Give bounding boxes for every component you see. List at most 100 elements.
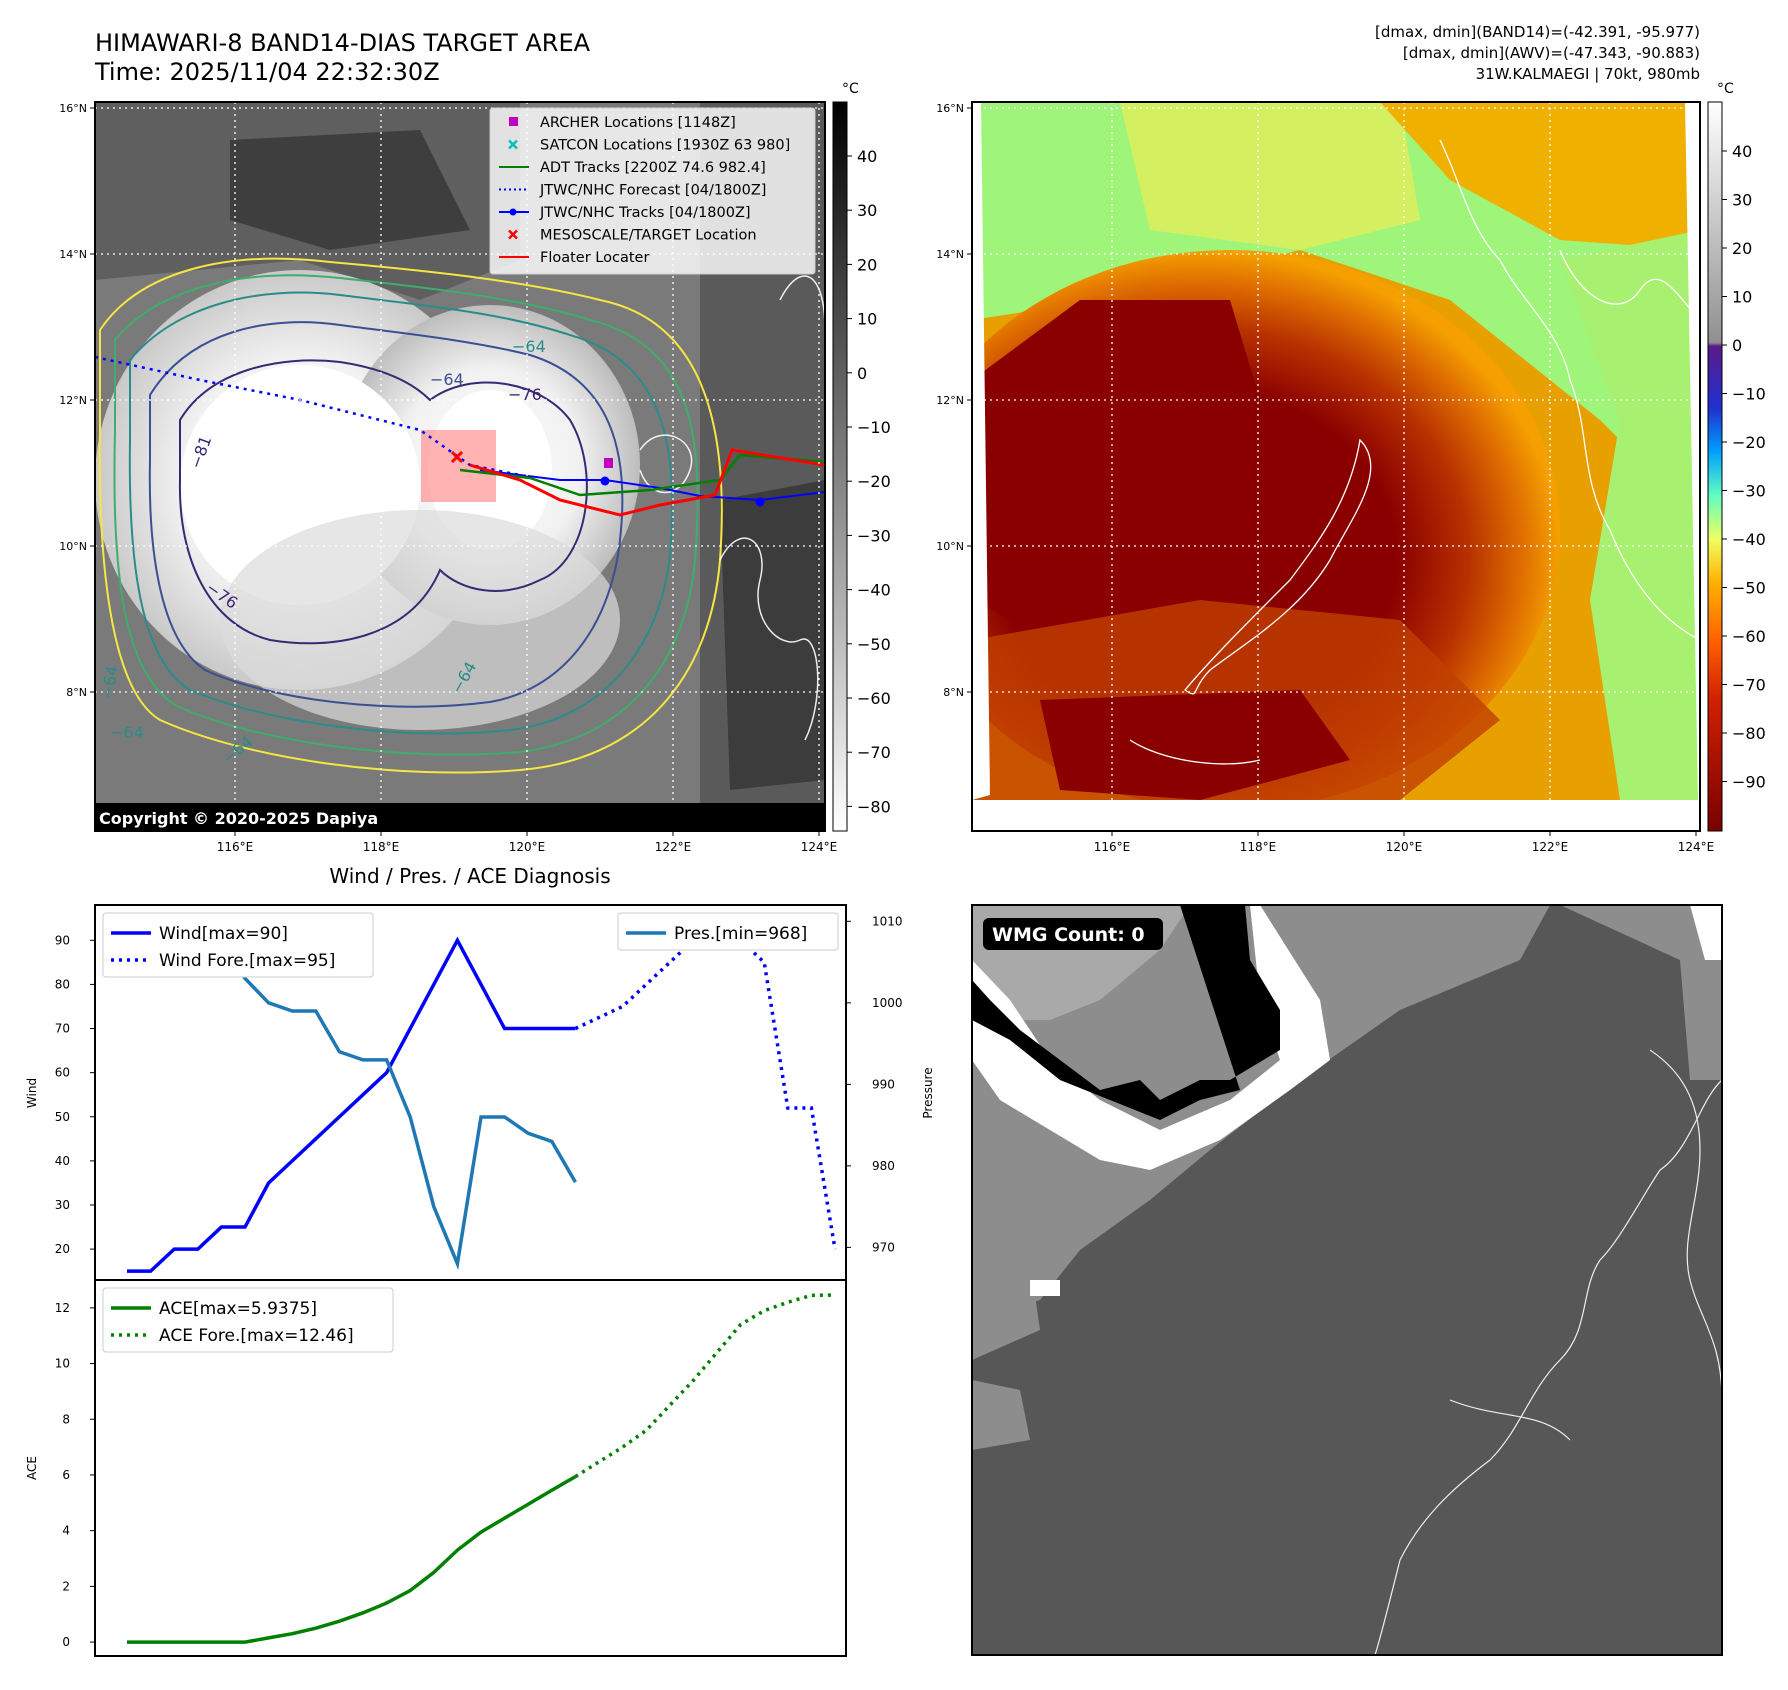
wmg-image <box>972 905 1722 1655</box>
lon-tick-label: 116°E <box>1094 840 1131 854</box>
contour-label: −64 <box>110 723 144 742</box>
lat-tick-label: 14°N <box>59 248 87 261</box>
legend-label: JTWC/NHC Tracks [04/1800Z] <box>539 205 751 221</box>
lat-tick-label: 8°N <box>66 686 87 699</box>
colorbar-tick-label: 20 <box>857 255 877 274</box>
lat-tick-label: 8°N <box>943 686 964 699</box>
awv-panel: °C 403020100−10−20−30−40−50−60−70−80−90 … <box>900 81 1766 854</box>
lon-tick-label: 122°E <box>655 840 692 854</box>
colorbar-tick-label: −20 <box>1732 433 1766 452</box>
lat-tick-label: 12°N <box>936 394 964 407</box>
colorbar-tick-label: −30 <box>1732 482 1766 501</box>
y-tick-label: 70 <box>55 1022 70 1036</box>
figure-title: HIMAWARI-8 BAND14-DIAS TARGET AREA <box>95 29 591 57</box>
colorbar-tick-label: −40 <box>857 581 891 600</box>
colorbar-tick-label: −60 <box>1732 627 1766 646</box>
legend-label: ADT Tracks [2200Z 74.6 982.4] <box>540 160 766 176</box>
lon-tick-label: 124°E <box>801 840 838 854</box>
lat-tick-label: 10°N <box>59 540 87 553</box>
legend-item: JTWC/NHC Forecast [04/1800Z] <box>499 183 766 199</box>
awv-colorbar-unit: °C <box>1717 81 1734 97</box>
legend-label: ACE Fore.[max=12.46] <box>159 1326 354 1346</box>
colorbar-tick-label: 20 <box>1732 239 1752 258</box>
lon-tick-label: 124°E <box>1678 840 1715 854</box>
colorbar-tick-label: 10 <box>1732 288 1752 307</box>
ace-axis-label: ACE <box>25 1456 39 1480</box>
stats-storm: 31W.KALMAEGI | 70kt, 980mb <box>1476 65 1700 83</box>
colorbar-tick-label: −10 <box>1732 385 1766 404</box>
y-right-tick-label: 990 <box>872 1077 895 1091</box>
legend-label: SATCON Locations [1930Z 63 980] <box>540 138 790 154</box>
lon-tick-label: 118°E <box>1240 840 1277 854</box>
colorbar-tick-label: 40 <box>857 147 877 166</box>
legend-label: ACE[max=5.9375] <box>159 1299 317 1319</box>
colorbar-tick-label: −70 <box>857 743 891 762</box>
wind-pressure-chart: 203040506070809097098099010001010Wind[ma… <box>25 905 935 1280</box>
legend-label: Floater Locater <box>540 250 649 266</box>
y-tick-label: 40 <box>55 1154 70 1168</box>
y-tick-label: 10 <box>55 1357 70 1371</box>
y-tick-label: 12 <box>55 1301 70 1315</box>
wmg-panel: WMG Count: 0 <box>972 905 1722 1655</box>
wmg-count-text: WMG Count: 0 <box>992 924 1145 946</box>
y-right-tick-label: 970 <box>872 1240 895 1254</box>
legend-item: MESOSCALE/TARGET Location <box>509 228 757 244</box>
ir-colorbar <box>833 102 847 831</box>
y-tick-label: 60 <box>55 1066 70 1080</box>
colorbar-tick-label: −80 <box>857 797 891 816</box>
y-tick-label: 2 <box>62 1579 70 1593</box>
lon-tick-label: 120°E <box>509 840 546 854</box>
colorbar-tick-label: −10 <box>857 418 891 437</box>
y-tick-label: 4 <box>62 1524 70 1538</box>
colorbar-tick-label: 0 <box>1732 336 1742 355</box>
colorbar-tick-label: −50 <box>1732 579 1766 598</box>
lat-tick-label: 10°N <box>936 540 964 553</box>
colorbar-tick-label: −30 <box>857 526 891 545</box>
awv-colorbar <box>1708 102 1722 831</box>
legend-label: Wind[max=90] <box>159 924 288 944</box>
legend-label: Pres.[min=968] <box>674 924 807 944</box>
y-tick-label: 20 <box>55 1242 70 1256</box>
mesoscale-target-box <box>421 430 496 502</box>
legend-label: ARCHER Locations [1148Z] <box>540 115 736 131</box>
lat-tick-label: 16°N <box>59 102 87 115</box>
colorbar-tick-label: −90 <box>1732 773 1766 792</box>
legend-label: MESOSCALE/TARGET Location <box>540 228 757 244</box>
lat-tick-label: 16°N <box>936 102 964 115</box>
lon-tick-label: 120°E <box>1386 840 1423 854</box>
legend-label: JTWC/NHC Forecast [04/1800Z] <box>539 183 766 199</box>
stats-awv: [dmax, dmin](AWV)=(-47.343, -90.883) <box>1403 44 1700 62</box>
y-tick-label: 8 <box>62 1412 70 1426</box>
lat-tick-label: 14°N <box>936 248 964 261</box>
colorbar-tick-label: 10 <box>857 310 877 329</box>
lon-tick-label: 122°E <box>1532 840 1569 854</box>
y-tick-label: 6 <box>62 1468 70 1482</box>
ir-panel: −64 −76 −76 −64 −81 −64 −64 −64 −64 ARCH… <box>59 81 891 854</box>
ace-chart: 0 2 4 6 8 10 12 ACE[max=5.9375] ACE Fore.[max=12… <box>25 1280 846 1656</box>
legend-item: SATCON Locations [1930Z 63 980] <box>509 138 790 154</box>
lat-tick-label: 12°N <box>59 394 87 407</box>
pressure-axis-label: Pressure <box>921 1067 935 1118</box>
colorbar-tick-label: −20 <box>857 472 891 491</box>
lon-tick-label: 118°E <box>363 840 400 854</box>
y-tick-label: 30 <box>55 1198 70 1212</box>
colorbar-tick-label: 30 <box>1732 191 1752 210</box>
colorbar-tick-label: 40 <box>1732 142 1752 161</box>
lon-tick-label: 116°E <box>217 840 254 854</box>
contour-label: −64 <box>430 370 464 389</box>
legend-label: Wind Fore.[max=95] <box>159 951 335 971</box>
legend-item: ADT Tracks [2200Z 74.6 982.4] <box>499 160 766 176</box>
colorbar-tick-label: −80 <box>1732 724 1766 743</box>
y-tick-label: 50 <box>55 1110 70 1124</box>
archer-location-marker <box>604 458 613 468</box>
ir-colorbar-unit: °C <box>842 81 859 97</box>
y-right-tick-label: 980 <box>872 1159 895 1173</box>
y-tick-label: 0 <box>62 1635 70 1649</box>
colorbar-tick-label: −40 <box>1732 530 1766 549</box>
diagnosis-title: Wind / Pres. / ACE Diagnosis <box>329 864 610 888</box>
contour-label: −64 <box>512 337 546 356</box>
colorbar-tick-label: −70 <box>1732 676 1766 695</box>
colorbar-tick-label: −50 <box>857 635 891 654</box>
y-right-tick-label: 1010 <box>872 914 903 928</box>
